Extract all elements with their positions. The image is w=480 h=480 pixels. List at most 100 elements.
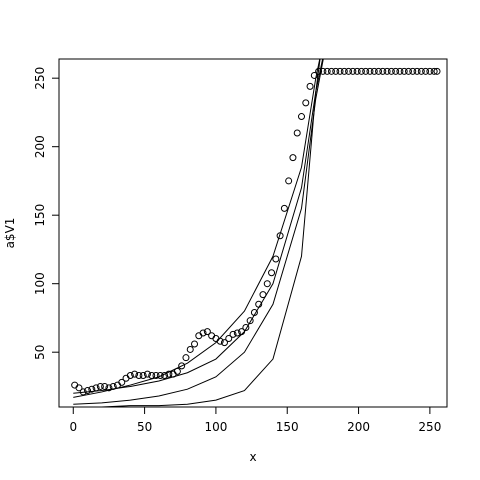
fit-curve — [73, 59, 321, 407]
point — [208, 332, 216, 340]
point — [92, 384, 100, 392]
x-tick-label: 250 — [418, 420, 441, 434]
point — [400, 67, 408, 75]
point — [353, 67, 361, 75]
point — [280, 204, 288, 212]
fit-curve — [73, 59, 324, 405]
point — [327, 67, 335, 75]
point — [152, 371, 160, 379]
plot-frame — [58, 58, 448, 408]
point — [109, 382, 117, 390]
point — [96, 382, 104, 390]
point — [370, 67, 378, 75]
fit-curve — [73, 59, 321, 398]
point — [306, 82, 314, 90]
point — [323, 67, 331, 75]
point — [315, 67, 323, 75]
point — [118, 378, 126, 386]
point — [216, 337, 224, 345]
point — [293, 129, 301, 137]
fit-curve — [73, 59, 324, 394]
point — [336, 67, 344, 75]
point — [173, 367, 181, 375]
point — [276, 232, 284, 240]
x-tick-label: 50 — [137, 420, 152, 434]
point — [413, 67, 421, 75]
point — [375, 67, 383, 75]
y-tick-label: 100 — [33, 272, 47, 295]
point — [161, 371, 169, 379]
point — [71, 381, 79, 389]
point — [417, 67, 425, 75]
point — [203, 328, 211, 336]
point — [349, 67, 357, 75]
y-axis-label: a$V1 — [3, 218, 17, 249]
point — [426, 67, 434, 75]
y-tick-label: 50 — [33, 345, 47, 360]
y-tick-label: 150 — [33, 204, 47, 227]
point — [392, 67, 400, 75]
x-tick-label: 200 — [347, 420, 370, 434]
point — [178, 362, 186, 370]
x-tick-label: 100 — [204, 420, 227, 434]
point — [126, 371, 134, 379]
point — [148, 371, 156, 379]
point — [238, 328, 246, 336]
point — [409, 67, 417, 75]
point — [191, 340, 199, 348]
point — [430, 67, 438, 75]
point — [404, 67, 412, 75]
point — [340, 67, 348, 75]
y-tick-label: 250 — [33, 67, 47, 90]
x-axis-label: x — [249, 450, 256, 464]
point — [165, 370, 173, 378]
x-tick-label: 150 — [276, 420, 299, 434]
point — [186, 345, 194, 353]
point — [131, 370, 139, 378]
point — [255, 300, 263, 308]
point — [135, 371, 143, 379]
point — [298, 113, 305, 121]
point — [302, 99, 310, 107]
point — [289, 154, 297, 162]
point — [143, 370, 151, 378]
point — [433, 67, 441, 75]
point — [250, 308, 258, 316]
point — [79, 388, 87, 396]
point — [272, 255, 280, 263]
point — [242, 324, 250, 332]
point — [88, 385, 96, 393]
point — [122, 374, 130, 382]
point — [225, 334, 233, 342]
point — [75, 384, 83, 392]
point — [259, 291, 267, 299]
point — [84, 387, 92, 395]
point — [422, 67, 430, 75]
point — [156, 371, 164, 379]
point — [139, 371, 147, 379]
point — [246, 317, 254, 325]
point — [212, 334, 220, 342]
point — [396, 67, 404, 75]
point — [379, 67, 387, 75]
point — [362, 67, 370, 75]
point — [182, 354, 190, 362]
plot-area — [71, 59, 441, 407]
point — [285, 177, 293, 185]
point — [105, 384, 113, 392]
x-tick-label: 0 — [69, 420, 77, 434]
point — [220, 339, 228, 347]
point — [357, 67, 365, 75]
point — [345, 67, 353, 75]
point — [229, 330, 237, 338]
point — [101, 382, 109, 390]
point — [233, 329, 241, 337]
point — [263, 280, 271, 288]
point — [319, 67, 327, 75]
y-tick-label: 200 — [33, 135, 47, 158]
point — [366, 67, 374, 75]
point — [387, 67, 395, 75]
point — [195, 332, 203, 340]
point — [310, 71, 318, 79]
